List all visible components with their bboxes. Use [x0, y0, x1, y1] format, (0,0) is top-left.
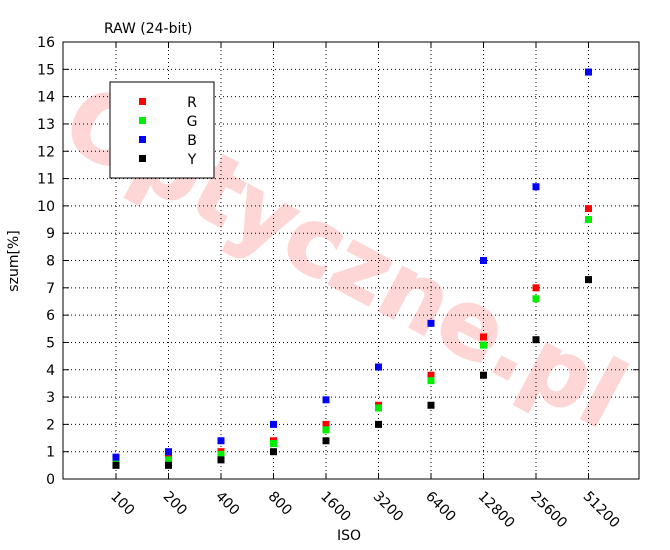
- y-tick-label: 14: [37, 90, 55, 106]
- x-tick-labels: 100 200 400 800 1600 3200 6400 12800 25600 51200: [107, 489, 622, 532]
- y-tick-label: 5: [46, 335, 55, 351]
- data-point-y: [165, 461, 172, 469]
- x-tick-label: 6400: [422, 489, 459, 526]
- x-tick-label: 25600: [527, 489, 570, 532]
- data-point-r: [322, 420, 330, 428]
- y-tick-label: 1: [46, 445, 55, 461]
- legend-label-g: G: [187, 114, 198, 130]
- y-tick-label: 10: [37, 199, 55, 215]
- data-point-g: [375, 404, 382, 412]
- data-point-b: [532, 183, 540, 191]
- data-point-y: [585, 276, 592, 284]
- data-point-b: [165, 448, 172, 456]
- data-point-r: [532, 284, 540, 292]
- data-point-g: [322, 426, 330, 434]
- x-tick-label: 100: [107, 489, 137, 519]
- axis-ticks: [63, 41, 639, 480]
- data-point-y: [112, 461, 120, 469]
- y-tick-label: 6: [46, 308, 55, 324]
- data-point-r: [585, 205, 592, 213]
- chart-title: RAW (24-bit): [104, 21, 192, 37]
- y-tick-label: 12: [37, 144, 55, 160]
- legend-box: [109, 81, 215, 179]
- data-point-b: [112, 453, 120, 461]
- data-point-b: [322, 396, 330, 404]
- data-point-g: [270, 439, 277, 447]
- legend-marker-b: [139, 136, 146, 143]
- legend-label-b: B: [187, 133, 197, 149]
- x-axis-label: ISO: [337, 528, 361, 544]
- data-point-r: [427, 371, 435, 379]
- y-tick-label: 4: [46, 363, 55, 379]
- data-point-y: [532, 336, 540, 344]
- data-point-b: [427, 319, 435, 327]
- x-tick-label: 12800: [475, 489, 518, 532]
- legend-marker-r: [139, 98, 146, 105]
- data-point-y: [427, 401, 435, 409]
- data-point-g: [165, 456, 172, 464]
- data-point-b: [585, 68, 592, 76]
- data-point-g: [427, 377, 435, 385]
- legend-label-r: R: [187, 95, 197, 111]
- data-point-r: [480, 333, 487, 341]
- data-point-y: [322, 437, 330, 445]
- data-point-b: [375, 363, 382, 371]
- data-point-b: [217, 437, 225, 445]
- y-tick-label: 16: [37, 35, 55, 51]
- data-point-g: [217, 450, 225, 458]
- y-tick-label: 2: [46, 417, 55, 433]
- x-tick-label: 200: [160, 489, 190, 519]
- y-tick-label: 9: [46, 226, 55, 242]
- data-point-b: [270, 420, 277, 428]
- x-tick-label: 51200: [580, 489, 623, 532]
- y-tick-label: 11: [37, 172, 55, 188]
- x-tick-label: 800: [265, 489, 295, 519]
- data-point-y: [375, 420, 382, 428]
- data-point-g: [532, 295, 540, 303]
- y-tick-label: 3: [46, 390, 55, 406]
- legend-label-y: Y: [187, 152, 197, 168]
- y-tick-label: 15: [37, 62, 55, 78]
- data-point-g: [585, 216, 592, 224]
- data-point-y: [270, 448, 277, 456]
- data-point-g: [480, 341, 487, 349]
- y-tick-label: 0: [46, 472, 55, 488]
- y-tick-label: 8: [46, 254, 55, 270]
- x-tick-label: 1600: [317, 489, 354, 526]
- data-point-y: [480, 371, 487, 379]
- data-points: [112, 68, 592, 469]
- x-tick-label: 400: [212, 489, 242, 519]
- legend-marker-y: [139, 155, 146, 162]
- y-tick-label: 7: [46, 281, 55, 297]
- y-axis-label: szum[%]: [6, 230, 22, 291]
- x-tick-label: 3200: [370, 489, 407, 526]
- y-tick-label: 13: [37, 117, 55, 133]
- legend-marker-g: [139, 117, 146, 124]
- data-point-y: [217, 456, 225, 464]
- data-point-b: [480, 257, 487, 264]
